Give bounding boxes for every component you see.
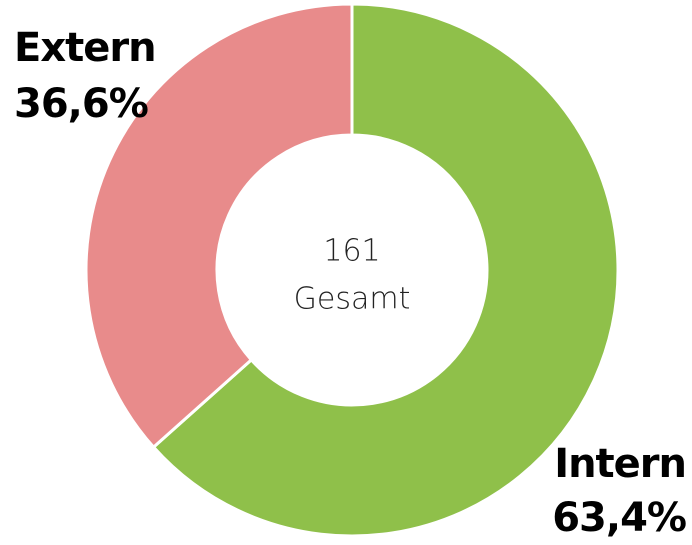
- donut-segment: [84, 2, 354, 450]
- value-label: 63,4%: [552, 495, 686, 541]
- value-label: 36,6%: [14, 81, 148, 127]
- category-label: Extern: [14, 25, 156, 71]
- category-label: Intern: [554, 441, 686, 487]
- donut-segment: [151, 2, 620, 538]
- center-value: 161: [323, 234, 380, 269]
- center-label: Gesamt: [294, 282, 411, 317]
